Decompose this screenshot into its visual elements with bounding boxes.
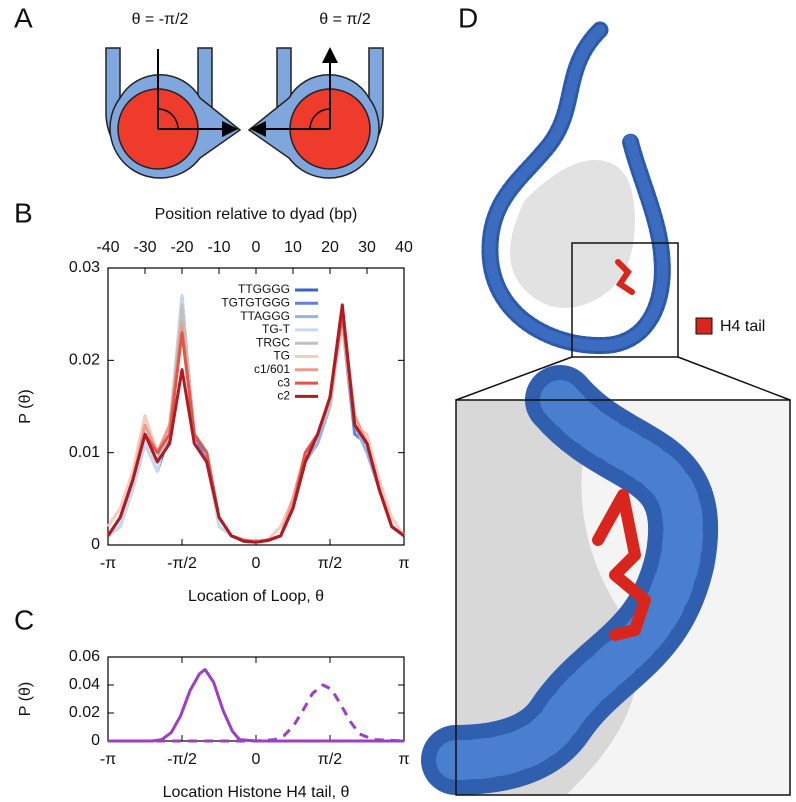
data-line: [106, 303, 405, 544]
legend-label: H4 tail: [720, 318, 765, 335]
y-tick-label: 0.01: [69, 444, 100, 461]
legend-label: TG: [273, 349, 290, 363]
legend-label: TGTGTGGG: [221, 295, 290, 309]
y-tick-label: 0: [91, 536, 100, 553]
x-axis-title: Location Histone H4 tail, θ: [163, 784, 350, 801]
diagram-label: θ = -π/2: [132, 11, 189, 28]
x2-tick-label: -30: [133, 239, 156, 256]
legend-label: c3: [277, 375, 290, 389]
y-tick-label: 0.04: [69, 676, 100, 693]
legend-label: TTAGGG: [240, 309, 290, 323]
data-line: [108, 683, 404, 743]
x2-tick-label: 40: [395, 239, 413, 256]
panel-label: D: [458, 2, 478, 33]
x-axis-title: Location of Loop, θ: [188, 588, 324, 605]
x-tick-label: π/2: [318, 555, 342, 572]
x-tick-label: π: [398, 555, 409, 572]
y-axis-title: P (θ): [17, 682, 34, 716]
y-tick-label: 0.02: [69, 704, 100, 721]
data-line: [107, 294, 405, 544]
legend-label: TG-T: [262, 322, 291, 336]
x2-tick-label: -10: [207, 239, 230, 256]
y-tick-label: 0: [91, 732, 100, 749]
x2-tick-label: -20: [170, 239, 193, 256]
data-line: [107, 294, 405, 544]
legend-label: TTGGGG: [238, 282, 290, 296]
panel-label: C: [14, 604, 34, 635]
legend-label: c2: [277, 389, 290, 403]
legend-label: TRGC: [256, 335, 290, 349]
x2-tick-label: 10: [284, 239, 302, 256]
diagram-label: θ = π/2: [319, 11, 371, 28]
x-tick-label: 0: [252, 555, 261, 572]
x-tick-label: -π: [100, 751, 116, 768]
x2-tick-label: -40: [96, 239, 119, 256]
x2-tick-label: 0: [252, 239, 261, 256]
x2-tick-label: 20: [321, 239, 339, 256]
plot-frame: [107, 656, 405, 742]
x2-tick-label: 30: [358, 239, 376, 256]
x-tick-label: π: [398, 751, 409, 768]
x-tick-label: π/2: [318, 751, 342, 768]
structure-image: [421, 21, 791, 796]
panel-label: A: [14, 2, 33, 33]
y-tick-label: 0.02: [69, 352, 100, 369]
x-tick-label: -π/2: [167, 555, 197, 572]
legend-label: c1/601: [254, 362, 290, 376]
x-tick-label: -π: [100, 555, 116, 572]
panel-label: B: [14, 197, 33, 228]
data-line: [108, 668, 404, 743]
y-tick-label: 0.06: [69, 648, 100, 665]
x-tick-label: -π/2: [167, 751, 197, 768]
diagram-a: [105, 47, 384, 179]
y-tick-label: 0.03: [69, 259, 100, 276]
x2-axis-title: Position relative to dyad (bp): [155, 206, 358, 223]
y-axis-title: P (θ): [17, 389, 34, 423]
x-tick-label: 0: [252, 751, 261, 768]
